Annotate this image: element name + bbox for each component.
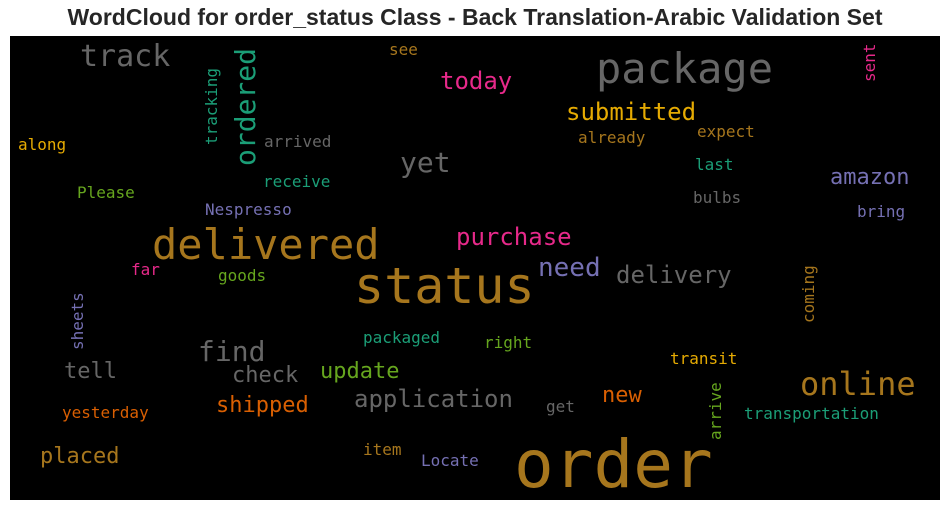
word-transportation: transportation bbox=[744, 404, 879, 423]
word-order: order bbox=[514, 426, 713, 500]
word-far: far bbox=[131, 260, 160, 279]
word-amazon: amazon bbox=[830, 165, 910, 190]
word-arrived: arrived bbox=[264, 132, 332, 151]
word-today: today bbox=[440, 67, 513, 95]
word-expect: expect bbox=[697, 122, 755, 141]
word-see: see bbox=[389, 40, 418, 59]
word-locate: Locate bbox=[421, 451, 479, 470]
word-delivery: delivery bbox=[616, 261, 732, 289]
word-purchase: purchase bbox=[456, 223, 572, 251]
word-receive: receive bbox=[263, 172, 331, 191]
word-bulbs: bulbs bbox=[693, 188, 742, 207]
word-sent: sent bbox=[860, 43, 879, 82]
word-application: application bbox=[354, 385, 513, 413]
word-nespresso: Nespresso bbox=[205, 200, 292, 219]
word-shipped: shipped bbox=[216, 393, 309, 418]
word-ordered: ordered bbox=[229, 47, 262, 166]
word-arrive: arrive bbox=[706, 382, 725, 440]
word-online: online bbox=[800, 365, 916, 403]
word-update: update bbox=[320, 359, 400, 384]
word-get: get bbox=[546, 397, 575, 416]
word-status: status bbox=[354, 257, 535, 315]
word-delivered: delivered bbox=[152, 220, 380, 269]
wordcloud-canvas: order status delivered package online track or… bbox=[10, 36, 940, 500]
word-track: track bbox=[80, 39, 171, 74]
word-yet: yet bbox=[400, 146, 451, 179]
word-placed: placed bbox=[40, 444, 120, 469]
word-item: item bbox=[363, 440, 402, 459]
chart-title: WordCloud for order_status Class - Back … bbox=[67, 4, 883, 30]
word-transit: transit bbox=[670, 349, 738, 368]
word-new: new bbox=[602, 383, 642, 408]
word-last: last bbox=[695, 155, 734, 174]
word-goods: goods bbox=[218, 266, 267, 285]
word-tracking: tracking bbox=[202, 67, 221, 145]
word-coming: coming bbox=[799, 265, 818, 323]
word-tell: tell bbox=[64, 359, 117, 384]
word-find: find bbox=[198, 335, 266, 368]
word-along: along bbox=[18, 135, 67, 154]
word-yesterday: yesterday bbox=[62, 403, 149, 422]
word-please: Please bbox=[77, 183, 135, 202]
word-check: check bbox=[232, 363, 299, 388]
word-right: right bbox=[484, 333, 533, 352]
word-need: need bbox=[538, 253, 601, 283]
word-bring: bring bbox=[857, 202, 906, 221]
word-already: already bbox=[578, 128, 646, 147]
word-sheets: sheets bbox=[68, 292, 87, 350]
word-package: package bbox=[596, 44, 774, 93]
word-submitted: submitted bbox=[566, 98, 697, 126]
word-packaged: packaged bbox=[363, 328, 441, 347]
